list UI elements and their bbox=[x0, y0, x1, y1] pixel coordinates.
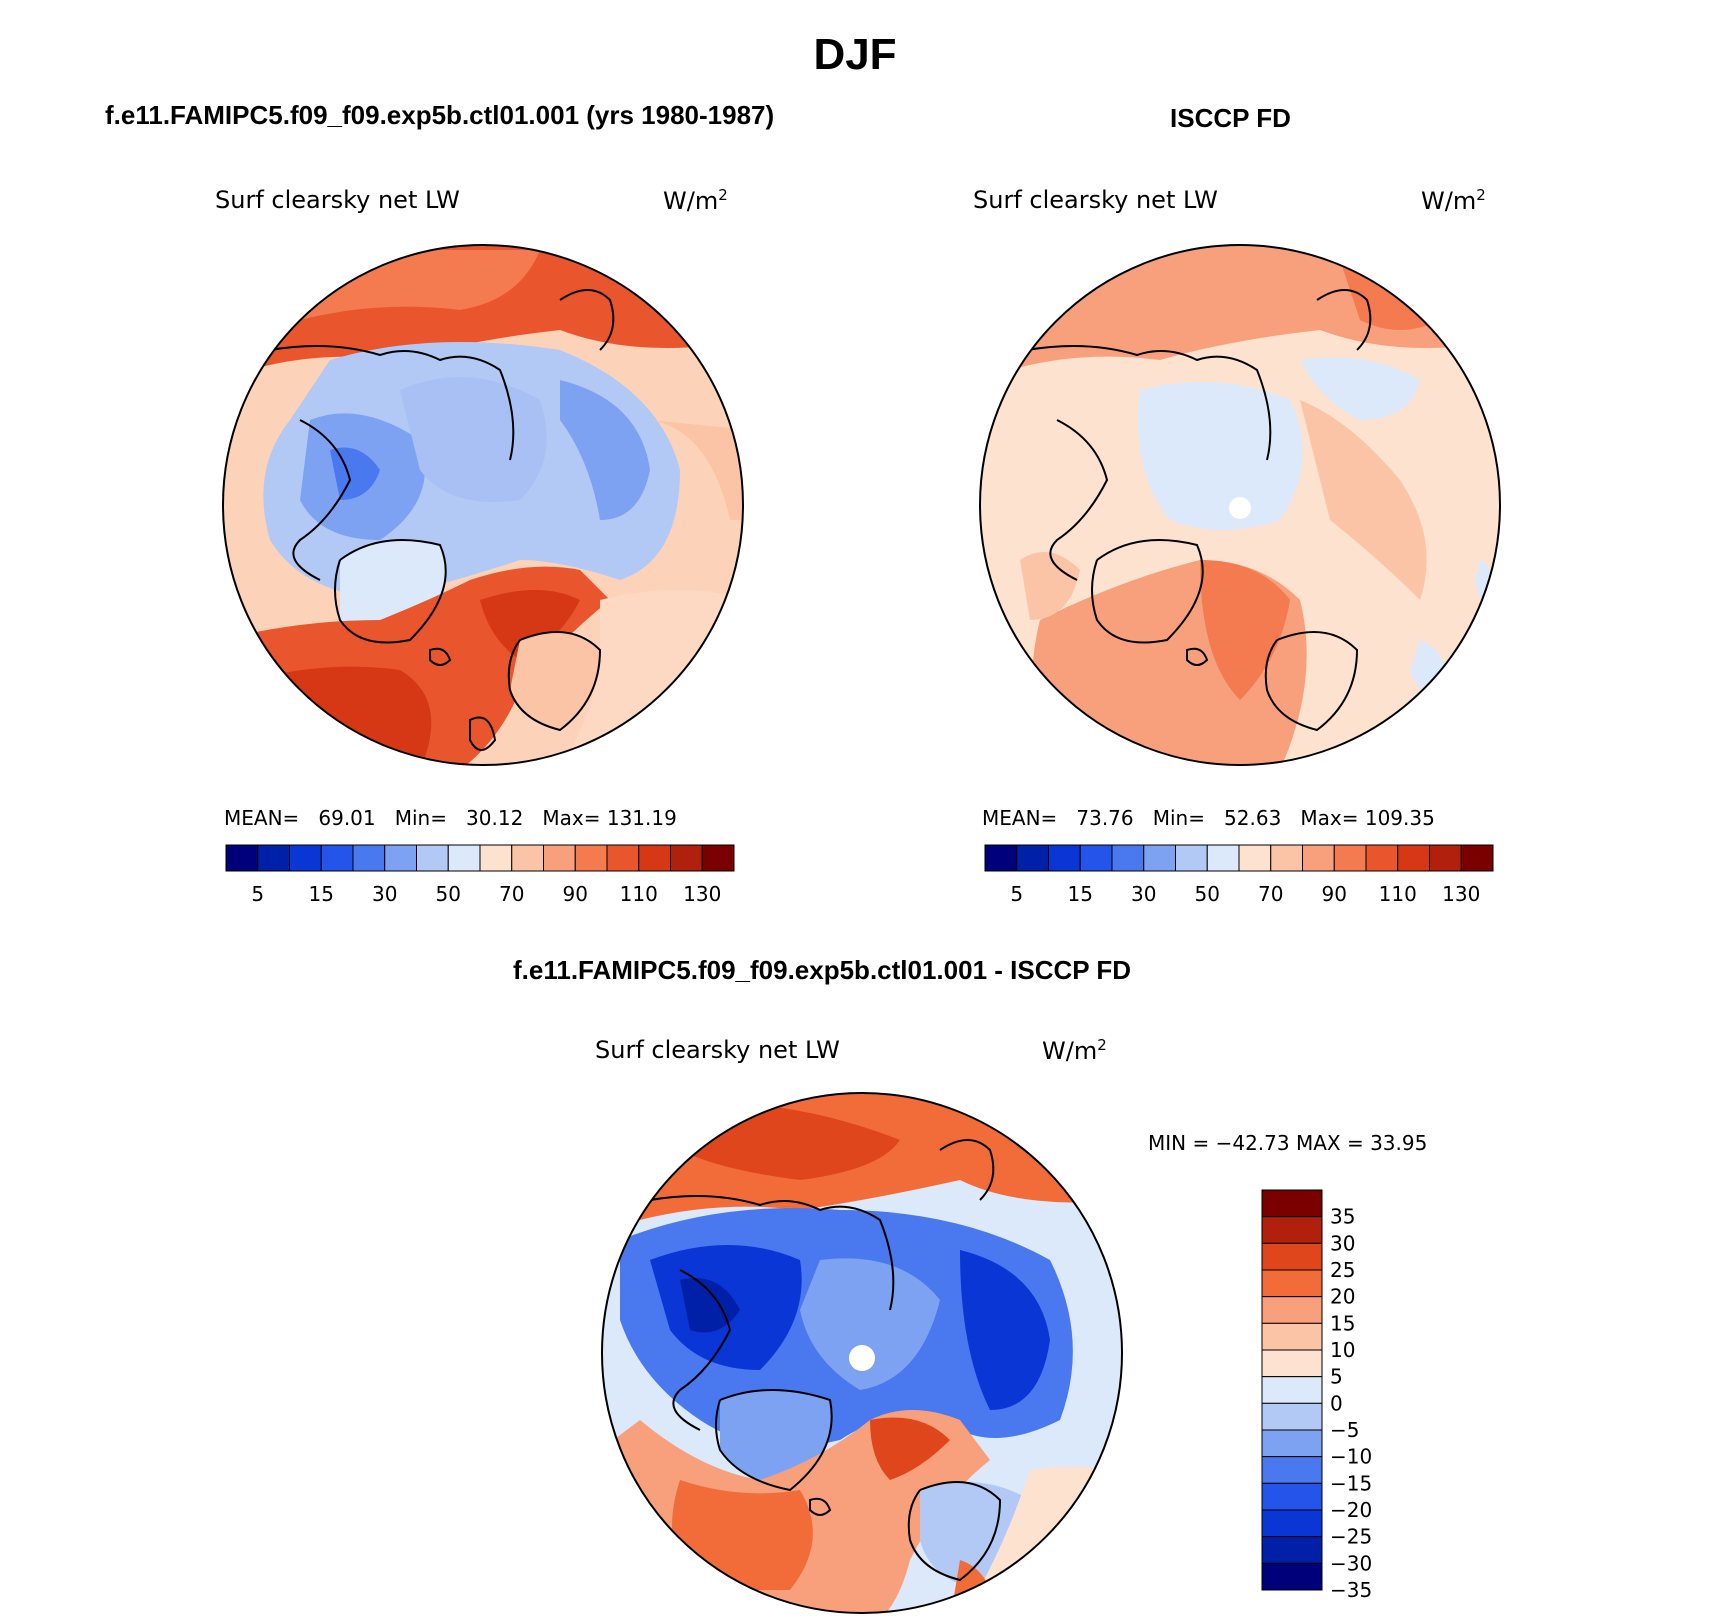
colorbar-box bbox=[1261, 1376, 1323, 1404]
colorbar-box bbox=[479, 844, 513, 872]
figure-title: DJF bbox=[813, 30, 897, 79]
colorbar-box bbox=[1261, 1242, 1323, 1271]
colorbar-tick-label: 110 bbox=[620, 882, 658, 906]
colorbar-box bbox=[1261, 1189, 1323, 1218]
model-units-label: W/m2 bbox=[663, 186, 728, 215]
model-colorbar: 5 15 30 50 70 90 110 130 bbox=[225, 844, 735, 906]
colorbar-tick-label: 0 bbox=[1330, 1391, 1343, 1415]
colorbar-box bbox=[1261, 1509, 1323, 1538]
colorbar-box bbox=[1302, 844, 1335, 872]
colorbar-tick-label: 15 bbox=[1068, 882, 1093, 906]
colorbar-tick-label: −5 bbox=[1330, 1418, 1359, 1442]
colorbar-tick-label: 35 bbox=[1330, 1205, 1355, 1229]
colorbar-tick-label: 130 bbox=[1442, 882, 1480, 906]
colorbar-tick-label: −25 bbox=[1330, 1525, 1372, 1549]
colorbar-box bbox=[1460, 844, 1494, 872]
model-panel-header: f.e11.FAMIPC5.f09_f09.exp5b.ctl01.001 (y… bbox=[105, 100, 775, 130]
colorbar-box bbox=[1079, 844, 1113, 872]
colorbar-box bbox=[447, 844, 481, 872]
colorbar-box bbox=[1238, 844, 1272, 872]
colorbar-box bbox=[416, 844, 449, 872]
colorbar-box bbox=[1261, 1562, 1323, 1591]
colorbar-tick-label: 20 bbox=[1330, 1285, 1355, 1309]
colorbar-box bbox=[352, 844, 386, 872]
colorbar-tick-label: 5 bbox=[1010, 882, 1023, 906]
colorbar-box bbox=[1261, 1456, 1323, 1484]
colorbar-box bbox=[511, 844, 544, 872]
colorbar-box bbox=[1111, 844, 1145, 872]
colorbar-box bbox=[984, 844, 1018, 872]
colorbar-box bbox=[543, 844, 576, 872]
colorbar-tick-label: −10 bbox=[1330, 1445, 1372, 1469]
colorbar-box bbox=[1397, 844, 1430, 872]
colorbar-tick-label: −15 bbox=[1330, 1471, 1372, 1495]
colorbar-tick-label: 50 bbox=[1195, 882, 1220, 906]
colorbar-box bbox=[384, 844, 417, 872]
colorbar-box bbox=[1261, 1269, 1323, 1298]
colorbar-tick-label: 15 bbox=[309, 882, 334, 906]
colorbar-tick-label: 30 bbox=[1330, 1231, 1355, 1255]
model-polar-map bbox=[222, 244, 744, 766]
colorbar-box bbox=[701, 844, 735, 872]
diff-variable-label: Surf clearsky net LW bbox=[595, 1036, 840, 1064]
obs-polar-map bbox=[979, 244, 1501, 766]
colorbar-box bbox=[1261, 1429, 1323, 1458]
colorbar-tick-label: 90 bbox=[1322, 882, 1347, 906]
colorbar-box bbox=[1016, 844, 1049, 872]
colorbar-box bbox=[1429, 844, 1462, 872]
colorbar-box bbox=[1261, 1322, 1323, 1351]
colorbar-tick-label: 25 bbox=[1330, 1258, 1355, 1282]
colorbar-box bbox=[320, 844, 354, 872]
diff-units-label: W/m2 bbox=[1042, 1036, 1107, 1065]
obs-units-label: W/m2 bbox=[1421, 186, 1486, 215]
colorbar-tick-label: 5 bbox=[1330, 1365, 1343, 1389]
colorbar-tick-label: 30 bbox=[1131, 882, 1156, 906]
colorbar-box bbox=[1175, 844, 1208, 872]
colorbar-box bbox=[1143, 844, 1176, 872]
colorbar-box bbox=[289, 844, 322, 872]
colorbar-tick-label: −35 bbox=[1330, 1578, 1372, 1602]
colorbar-box bbox=[1333, 844, 1367, 872]
colorbar-box bbox=[606, 844, 640, 872]
colorbar-box bbox=[574, 844, 608, 872]
colorbar-box bbox=[1261, 1482, 1323, 1511]
colorbar-box bbox=[1048, 844, 1081, 872]
diff-panel-header: f.e11.FAMIPC5.f09_f09.exp5b.ctl01.001 - … bbox=[513, 955, 1132, 985]
colorbar-box bbox=[257, 844, 290, 872]
colorbar-tick-label: 50 bbox=[436, 882, 461, 906]
colorbar-tick-label: 130 bbox=[683, 882, 721, 906]
colorbar-tick-label: 30 bbox=[372, 882, 397, 906]
colorbar-box bbox=[638, 844, 671, 872]
diff-minmax: MIN = −42.73 MAX = 33.95 bbox=[1148, 1131, 1428, 1155]
colorbar-box bbox=[1261, 1402, 1323, 1431]
colorbar-box bbox=[1206, 844, 1240, 872]
colorbar-tick-label: 15 bbox=[1330, 1311, 1355, 1335]
colorbar-box bbox=[1261, 1296, 1323, 1324]
obs-stats: MEAN= 73.76 Min= 52.63 Max= 109.35 bbox=[982, 806, 1435, 830]
colorbar-tick-label: −30 bbox=[1330, 1551, 1372, 1575]
colorbar-tick-label: 110 bbox=[1379, 882, 1417, 906]
obs-colorbar: 5 15 30 50 70 90 110 130 bbox=[984, 844, 1494, 906]
model-variable-label: Surf clearsky net LW bbox=[215, 186, 460, 214]
diff-polar-map bbox=[601, 1092, 1123, 1614]
colorbar-tick-label: 70 bbox=[499, 882, 524, 906]
colorbar-box bbox=[670, 844, 703, 872]
colorbar-tick-label: 5 bbox=[251, 882, 264, 906]
model-stats: MEAN= 69.01 Min= 30.12 Max= 131.19 bbox=[224, 806, 677, 830]
colorbar-box bbox=[1365, 844, 1399, 872]
colorbar-tick-label: 90 bbox=[563, 882, 588, 906]
colorbar-tick-label: −20 bbox=[1330, 1498, 1372, 1522]
colorbar-box bbox=[1261, 1536, 1323, 1564]
colorbar-box bbox=[1261, 1216, 1323, 1244]
obs-panel-header: ISCCP FD bbox=[1170, 103, 1291, 133]
colorbar-box bbox=[1261, 1349, 1323, 1378]
colorbar-tick-label: 10 bbox=[1330, 1338, 1355, 1362]
colorbar-box bbox=[1270, 844, 1303, 872]
colorbar-box bbox=[225, 844, 259, 872]
obs-variable-label: Surf clearsky net LW bbox=[973, 186, 1218, 214]
colorbar-tick-label: 70 bbox=[1258, 882, 1283, 906]
